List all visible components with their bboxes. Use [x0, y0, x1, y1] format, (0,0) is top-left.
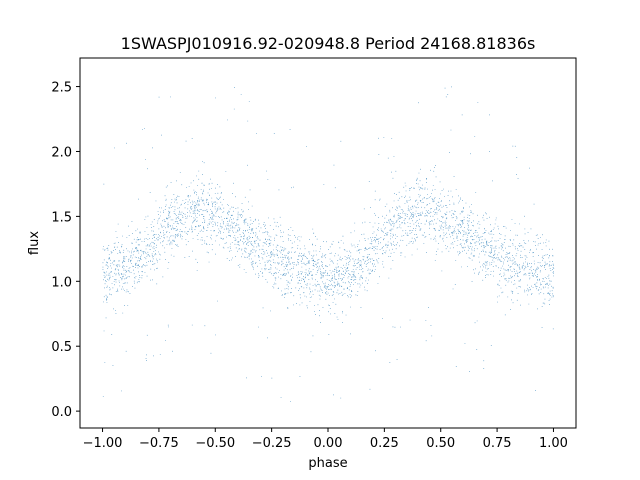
x-tick-label: −0.75: [139, 436, 179, 451]
x-tick-label: −0.25: [252, 436, 292, 451]
x-tick-label: 0.00: [314, 436, 343, 451]
y-tick-label: 2.5: [51, 81, 72, 96]
y-axis-ticks: 0.0 0.5 1.0 1.5 2.0 2.5: [51, 81, 80, 420]
y-tick-label: 0.0: [51, 405, 72, 420]
x-tick-label: −0.50: [195, 436, 235, 451]
x-axis-label: phase: [308, 456, 347, 471]
x-tick-label: 0.50: [426, 436, 455, 451]
x-tick-label: −1.00: [83, 436, 123, 451]
y-axis-label: flux: [27, 231, 42, 255]
x-axis-ticks: −1.00 −0.75 −0.50 −0.25 0.00 0.25 0.50 0.75 1.00: [83, 428, 568, 451]
y-tick-label: 0.5: [51, 340, 72, 355]
x-tick-label: 1.00: [539, 436, 568, 451]
y-tick-label: 1.0: [51, 275, 72, 290]
y-tick-label: 1.5: [51, 210, 72, 225]
x-tick-label: 0.25: [370, 436, 399, 451]
x-tick-label: 0.75: [483, 436, 512, 451]
y-tick-label: 2.0: [51, 145, 72, 160]
chart-title: 1SWASPJ010916.92-020948.8 Period 24168.8…: [121, 34, 536, 53]
